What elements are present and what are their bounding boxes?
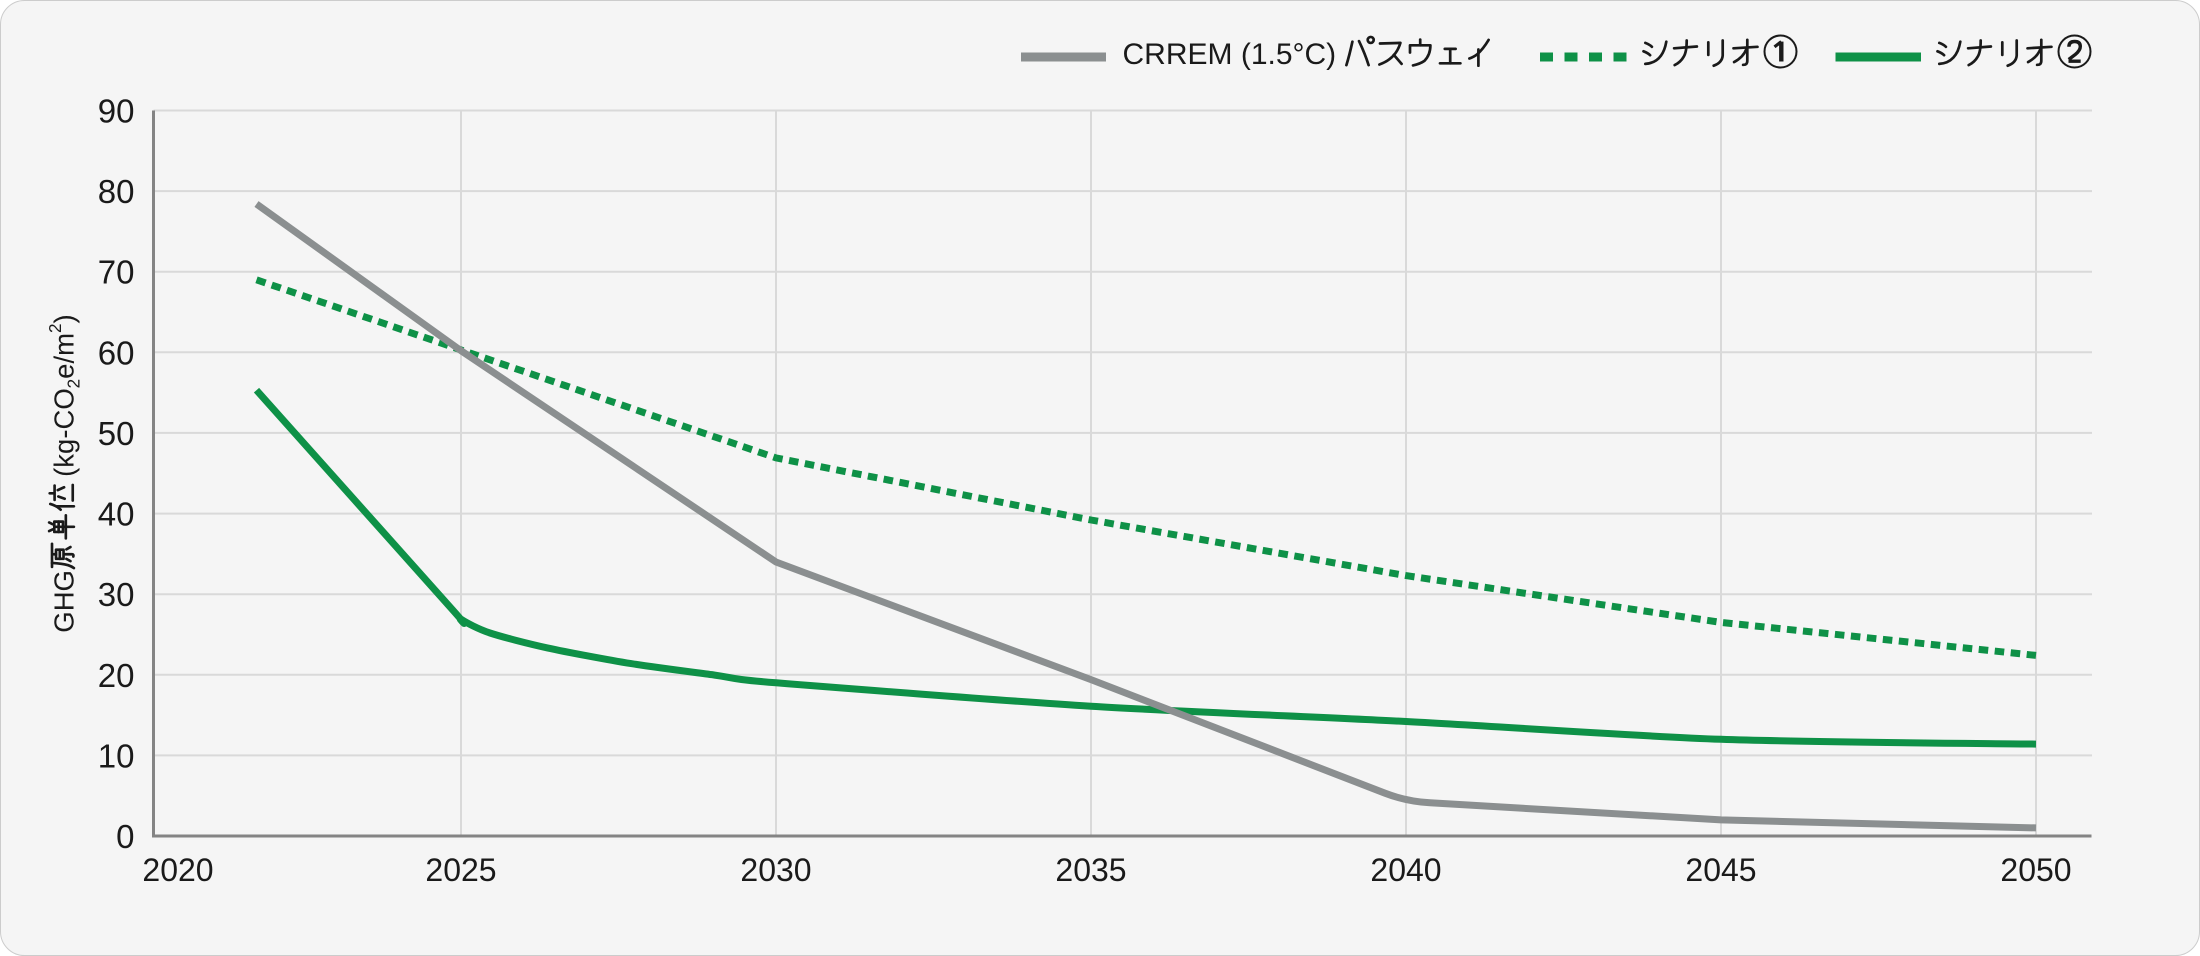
svg-text:60: 60 bbox=[98, 334, 135, 371]
svg-text:2020: 2020 bbox=[142, 852, 213, 888]
svg-text:): ) bbox=[49, 314, 80, 323]
svg-text:40: 40 bbox=[98, 496, 135, 533]
svg-text:70: 70 bbox=[98, 254, 135, 291]
svg-text:2025: 2025 bbox=[425, 852, 496, 888]
svg-text:GHG: GHG bbox=[49, 570, 80, 633]
svg-text:90: 90 bbox=[98, 93, 135, 130]
svg-text:80: 80 bbox=[98, 173, 135, 210]
svg-text:2040: 2040 bbox=[1370, 852, 1441, 888]
svg-text:CRREM (1.5°C): CRREM (1.5°C) bbox=[1123, 38, 1337, 71]
svg-text:(kg-CO: (kg-CO bbox=[49, 388, 80, 484]
svg-text:e/m: e/m bbox=[49, 333, 80, 379]
svg-text:2: 2 bbox=[65, 379, 84, 389]
svg-text:50: 50 bbox=[98, 415, 135, 452]
svg-text:30: 30 bbox=[98, 576, 135, 613]
svg-text:10: 10 bbox=[98, 737, 135, 774]
svg-text:0: 0 bbox=[116, 818, 134, 855]
svg-text:2: 2 bbox=[46, 323, 65, 333]
svg-text:2045: 2045 bbox=[1685, 852, 1756, 888]
svg-text:2030: 2030 bbox=[740, 852, 811, 888]
svg-text:2050: 2050 bbox=[2000, 852, 2071, 888]
svg-text:2035: 2035 bbox=[1055, 852, 1126, 888]
svg-text:20: 20 bbox=[98, 657, 135, 694]
